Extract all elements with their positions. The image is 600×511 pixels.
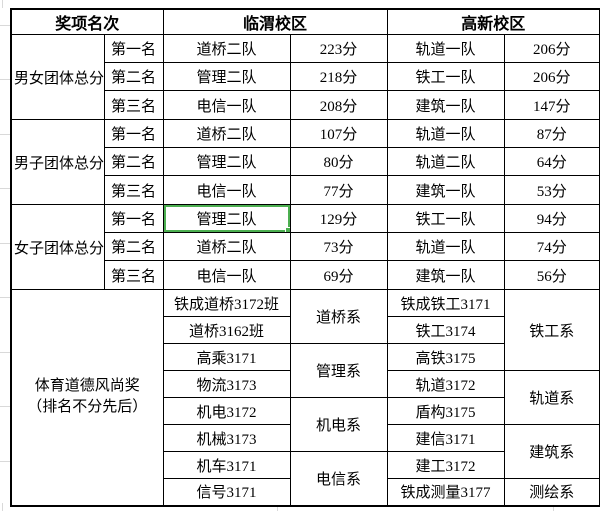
cell-gx-team[interactable]: 轨道一队 — [386, 232, 505, 261]
cell-lw-class[interactable]: 机电3172 — [162, 397, 291, 425]
cell-rank[interactable]: 第二名 — [103, 232, 164, 261]
cell-gx-class[interactable]: 建信3171 — [386, 424, 505, 452]
cell-rank[interactable]: 第一名 — [103, 34, 164, 63]
cell-lw-class[interactable]: 物流3173 — [162, 370, 291, 398]
sheet-gridline — [0, 25, 10, 26]
cell-award-group[interactable]: 女子团体总分 — [10, 204, 105, 290]
cell-gx-class[interactable]: 铁成测量3177 — [386, 478, 505, 506]
cell-lw-class[interactable]: 信号3171 — [162, 478, 291, 506]
cell-gx-team[interactable]: 建筑一队 — [386, 175, 505, 205]
cell-lw-team[interactable]: 电信一队 — [162, 90, 291, 120]
cell-gx-team[interactable]: 铁工一队 — [386, 204, 505, 233]
cell-gx-team[interactable]: 轨道一队 — [386, 34, 505, 63]
cell-gx-score[interactable]: 147分 — [503, 90, 600, 120]
sheet-gridline — [0, 352, 10, 353]
cell-gx-class[interactable]: 高铁3175 — [386, 343, 505, 371]
cell-lw-dept[interactable]: 机电系 — [289, 397, 388, 452]
cell-lw-class[interactable]: 道桥3162班 — [162, 316, 291, 344]
selected-cell-text: 管理二队 — [196, 212, 257, 228]
cell-gx-team[interactable]: 建筑一队 — [386, 90, 505, 120]
cell-lw-class[interactable]: 高乘3171 — [162, 343, 291, 371]
sheet-gridline — [2, 503, 3, 511]
sheet-gridline — [0, 406, 10, 407]
cell-lw-score[interactable]: 80分 — [289, 147, 388, 176]
sheet-gridline — [553, 503, 554, 511]
cell-lw-dept[interactable]: 管理系 — [289, 343, 388, 398]
cell-gx-class[interactable]: 盾构3175 — [386, 397, 505, 425]
cell-gx-score[interactable]: 87分 — [503, 119, 600, 148]
cell-rank[interactable]: 第三名 — [103, 260, 164, 290]
cell-lw-score[interactable]: 223分 — [289, 34, 388, 63]
cell-lw-team[interactable]: 管理二队 — [162, 62, 291, 91]
sheet-gridline — [0, 188, 10, 189]
cell-gx-dept[interactable]: 轨道系 — [503, 370, 600, 425]
cell-rank[interactable]: 第三名 — [103, 175, 164, 205]
sheet-gridline — [277, 503, 278, 511]
ethics-title-line1: 体育道德风尚奖 — [34, 377, 140, 394]
cell-rank[interactable]: 第二名 — [103, 62, 164, 91]
cell-gx-dept[interactable]: 铁工系 — [503, 289, 600, 371]
cell-gx-class[interactable]: 铁工3174 — [386, 316, 505, 344]
sheet-gridline — [0, 134, 10, 135]
cell-gx-class[interactable]: 铁成铁工3171 — [386, 289, 505, 317]
fill-handle[interactable] — [284, 227, 290, 232]
sheet-gridline — [0, 461, 10, 462]
cell-gx-class[interactable]: 轨道3172 — [386, 370, 505, 398]
cell-lw-class[interactable]: 机车3171 — [162, 451, 291, 479]
cell-gx-score[interactable]: 64分 — [503, 147, 600, 176]
selected-cell[interactable]: 管理二队 — [162, 204, 291, 233]
cell-rank[interactable]: 第三名 — [103, 90, 164, 120]
cell-lw-score[interactable]: 69分 — [289, 260, 388, 290]
cell-lw-team[interactable]: 电信一队 — [162, 175, 291, 205]
cell-lw-dept[interactable]: 道桥系 — [289, 289, 388, 344]
cell-lw-team[interactable]: 道桥二队 — [162, 34, 291, 63]
cell-lw-dept[interactable]: 电信系 — [289, 451, 388, 506]
ethics-title-line2: （排名不分先后） — [27, 399, 148, 416]
cell-rank[interactable]: 第二名 — [103, 147, 164, 176]
cell-award-group[interactable]: 男女团体总分 — [10, 34, 105, 120]
cell-gx-score[interactable]: 74分 — [503, 232, 600, 261]
cell-gx-team[interactable]: 轨道二队 — [386, 147, 505, 176]
cell-lw-team[interactable]: 道桥二队 — [162, 119, 291, 148]
sheet-gridline — [2, 0, 3, 8]
cell-lw-team[interactable]: 电信一队 — [162, 260, 291, 290]
cell-gx-score[interactable]: 94分 — [503, 204, 600, 233]
cell-gx-score[interactable]: 206分 — [503, 62, 600, 91]
header-linwei-campus[interactable]: 临渭校区 — [162, 8, 388, 35]
cell-gx-team[interactable]: 轨道一队 — [386, 119, 505, 148]
header-award-rank[interactable]: 奖项名次 — [10, 8, 164, 35]
results-table: 奖项名次 临渭校区 高新校区 男女团体总分 第一名 道桥二队 223分 轨道一队… — [10, 8, 600, 507]
sheet-gridline — [0, 297, 10, 298]
cell-lw-score[interactable]: 218分 — [289, 62, 388, 91]
cell-rank[interactable]: 第一名 — [103, 204, 164, 233]
sheet-gridline — [0, 79, 10, 80]
cell-gx-class[interactable]: 建工3172 — [386, 451, 505, 479]
cell-gx-team[interactable]: 铁工一队 — [386, 62, 505, 91]
cell-rank[interactable]: 第一名 — [103, 119, 164, 148]
cell-gx-score[interactable]: 56分 — [503, 260, 600, 290]
sheet-gridline — [0, 243, 10, 244]
cell-ethics-award-title[interactable]: 体育道德风尚奖 （排名不分先后） — [10, 289, 164, 506]
cell-lw-class[interactable]: 铁成道桥3172班 — [162, 289, 291, 317]
cell-lw-team[interactable]: 道桥二队 — [162, 232, 291, 261]
cell-gx-dept[interactable]: 建筑系 — [503, 424, 600, 479]
cell-lw-score[interactable]: 208分 — [289, 90, 388, 120]
cell-gx-score[interactable]: 53分 — [503, 175, 600, 205]
cell-award-group[interactable]: 男子团体总分 — [10, 119, 105, 205]
cell-lw-score[interactable]: 77分 — [289, 175, 388, 205]
cell-lw-score[interactable]: 107分 — [289, 119, 388, 148]
cell-gx-team[interactable]: 建筑一队 — [386, 260, 505, 290]
cell-gx-dept[interactable]: 测绘系 — [503, 478, 600, 506]
cell-lw-class[interactable]: 机械3173 — [162, 424, 291, 452]
cell-lw-score[interactable]: 129分 — [289, 204, 388, 233]
header-gaoxin-campus[interactable]: 高新校区 — [386, 8, 600, 35]
cell-gx-score[interactable]: 206分 — [503, 34, 600, 63]
cell-lw-score[interactable]: 73分 — [289, 232, 388, 261]
cell-lw-team[interactable]: 管理二队 — [162, 147, 291, 176]
